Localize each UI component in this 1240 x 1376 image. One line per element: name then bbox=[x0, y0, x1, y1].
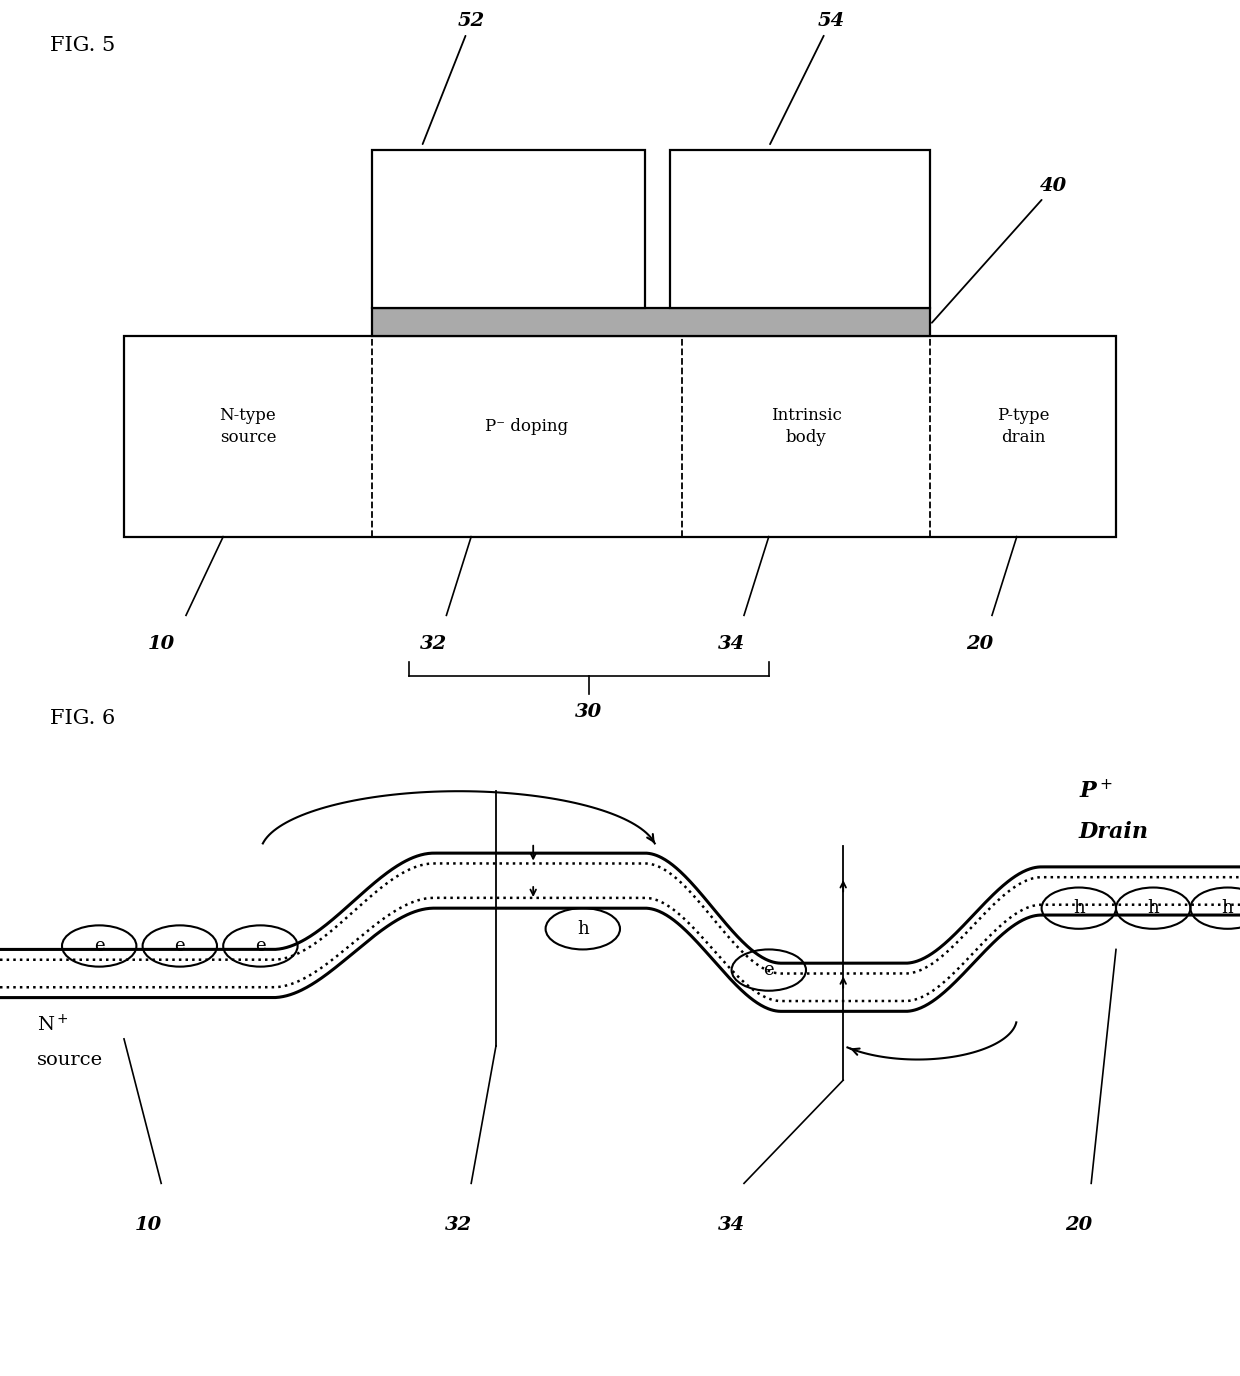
Text: 30: 30 bbox=[575, 703, 603, 721]
Text: P⁻ doping: P⁻ doping bbox=[485, 418, 569, 435]
Text: 40: 40 bbox=[931, 178, 1068, 323]
Bar bbox=[670, 150, 930, 308]
Text: Intrinsic
body: Intrinsic body bbox=[770, 407, 842, 446]
Text: e: e bbox=[175, 937, 185, 955]
Text: h: h bbox=[577, 919, 589, 938]
Text: 20: 20 bbox=[1065, 1215, 1092, 1234]
Text: 20: 20 bbox=[966, 634, 993, 654]
Text: Gate2: Gate2 bbox=[773, 220, 827, 238]
Text: e: e bbox=[94, 937, 104, 955]
Text: N$^+$: N$^+$ bbox=[37, 1014, 69, 1036]
Text: FIG. 5: FIG. 5 bbox=[50, 36, 115, 55]
Text: e: e bbox=[764, 960, 774, 980]
Text: e: e bbox=[255, 937, 265, 955]
Text: 52: 52 bbox=[423, 12, 485, 144]
Text: 10: 10 bbox=[148, 634, 175, 654]
Text: 32: 32 bbox=[420, 634, 448, 654]
Text: 10: 10 bbox=[135, 1215, 162, 1234]
Text: Drain: Drain bbox=[1079, 821, 1148, 843]
Text: h: h bbox=[1073, 899, 1085, 918]
Text: h: h bbox=[1147, 899, 1159, 918]
Text: 34: 34 bbox=[718, 634, 745, 654]
Text: 54: 54 bbox=[770, 12, 844, 144]
Bar bbox=[372, 308, 930, 336]
Text: P$^+$: P$^+$ bbox=[1079, 780, 1112, 802]
Bar bbox=[372, 150, 645, 308]
Text: N-type
source: N-type source bbox=[219, 407, 277, 446]
Text: 34: 34 bbox=[718, 1215, 745, 1234]
Text: P-type
drain: P-type drain bbox=[997, 407, 1049, 446]
Text: FIG. 6: FIG. 6 bbox=[50, 709, 115, 728]
Text: h: h bbox=[1221, 899, 1234, 918]
Bar bbox=[124, 336, 1116, 537]
Text: Gate1: Gate1 bbox=[481, 220, 536, 238]
Text: 32: 32 bbox=[445, 1215, 472, 1234]
Text: source: source bbox=[37, 1050, 103, 1069]
